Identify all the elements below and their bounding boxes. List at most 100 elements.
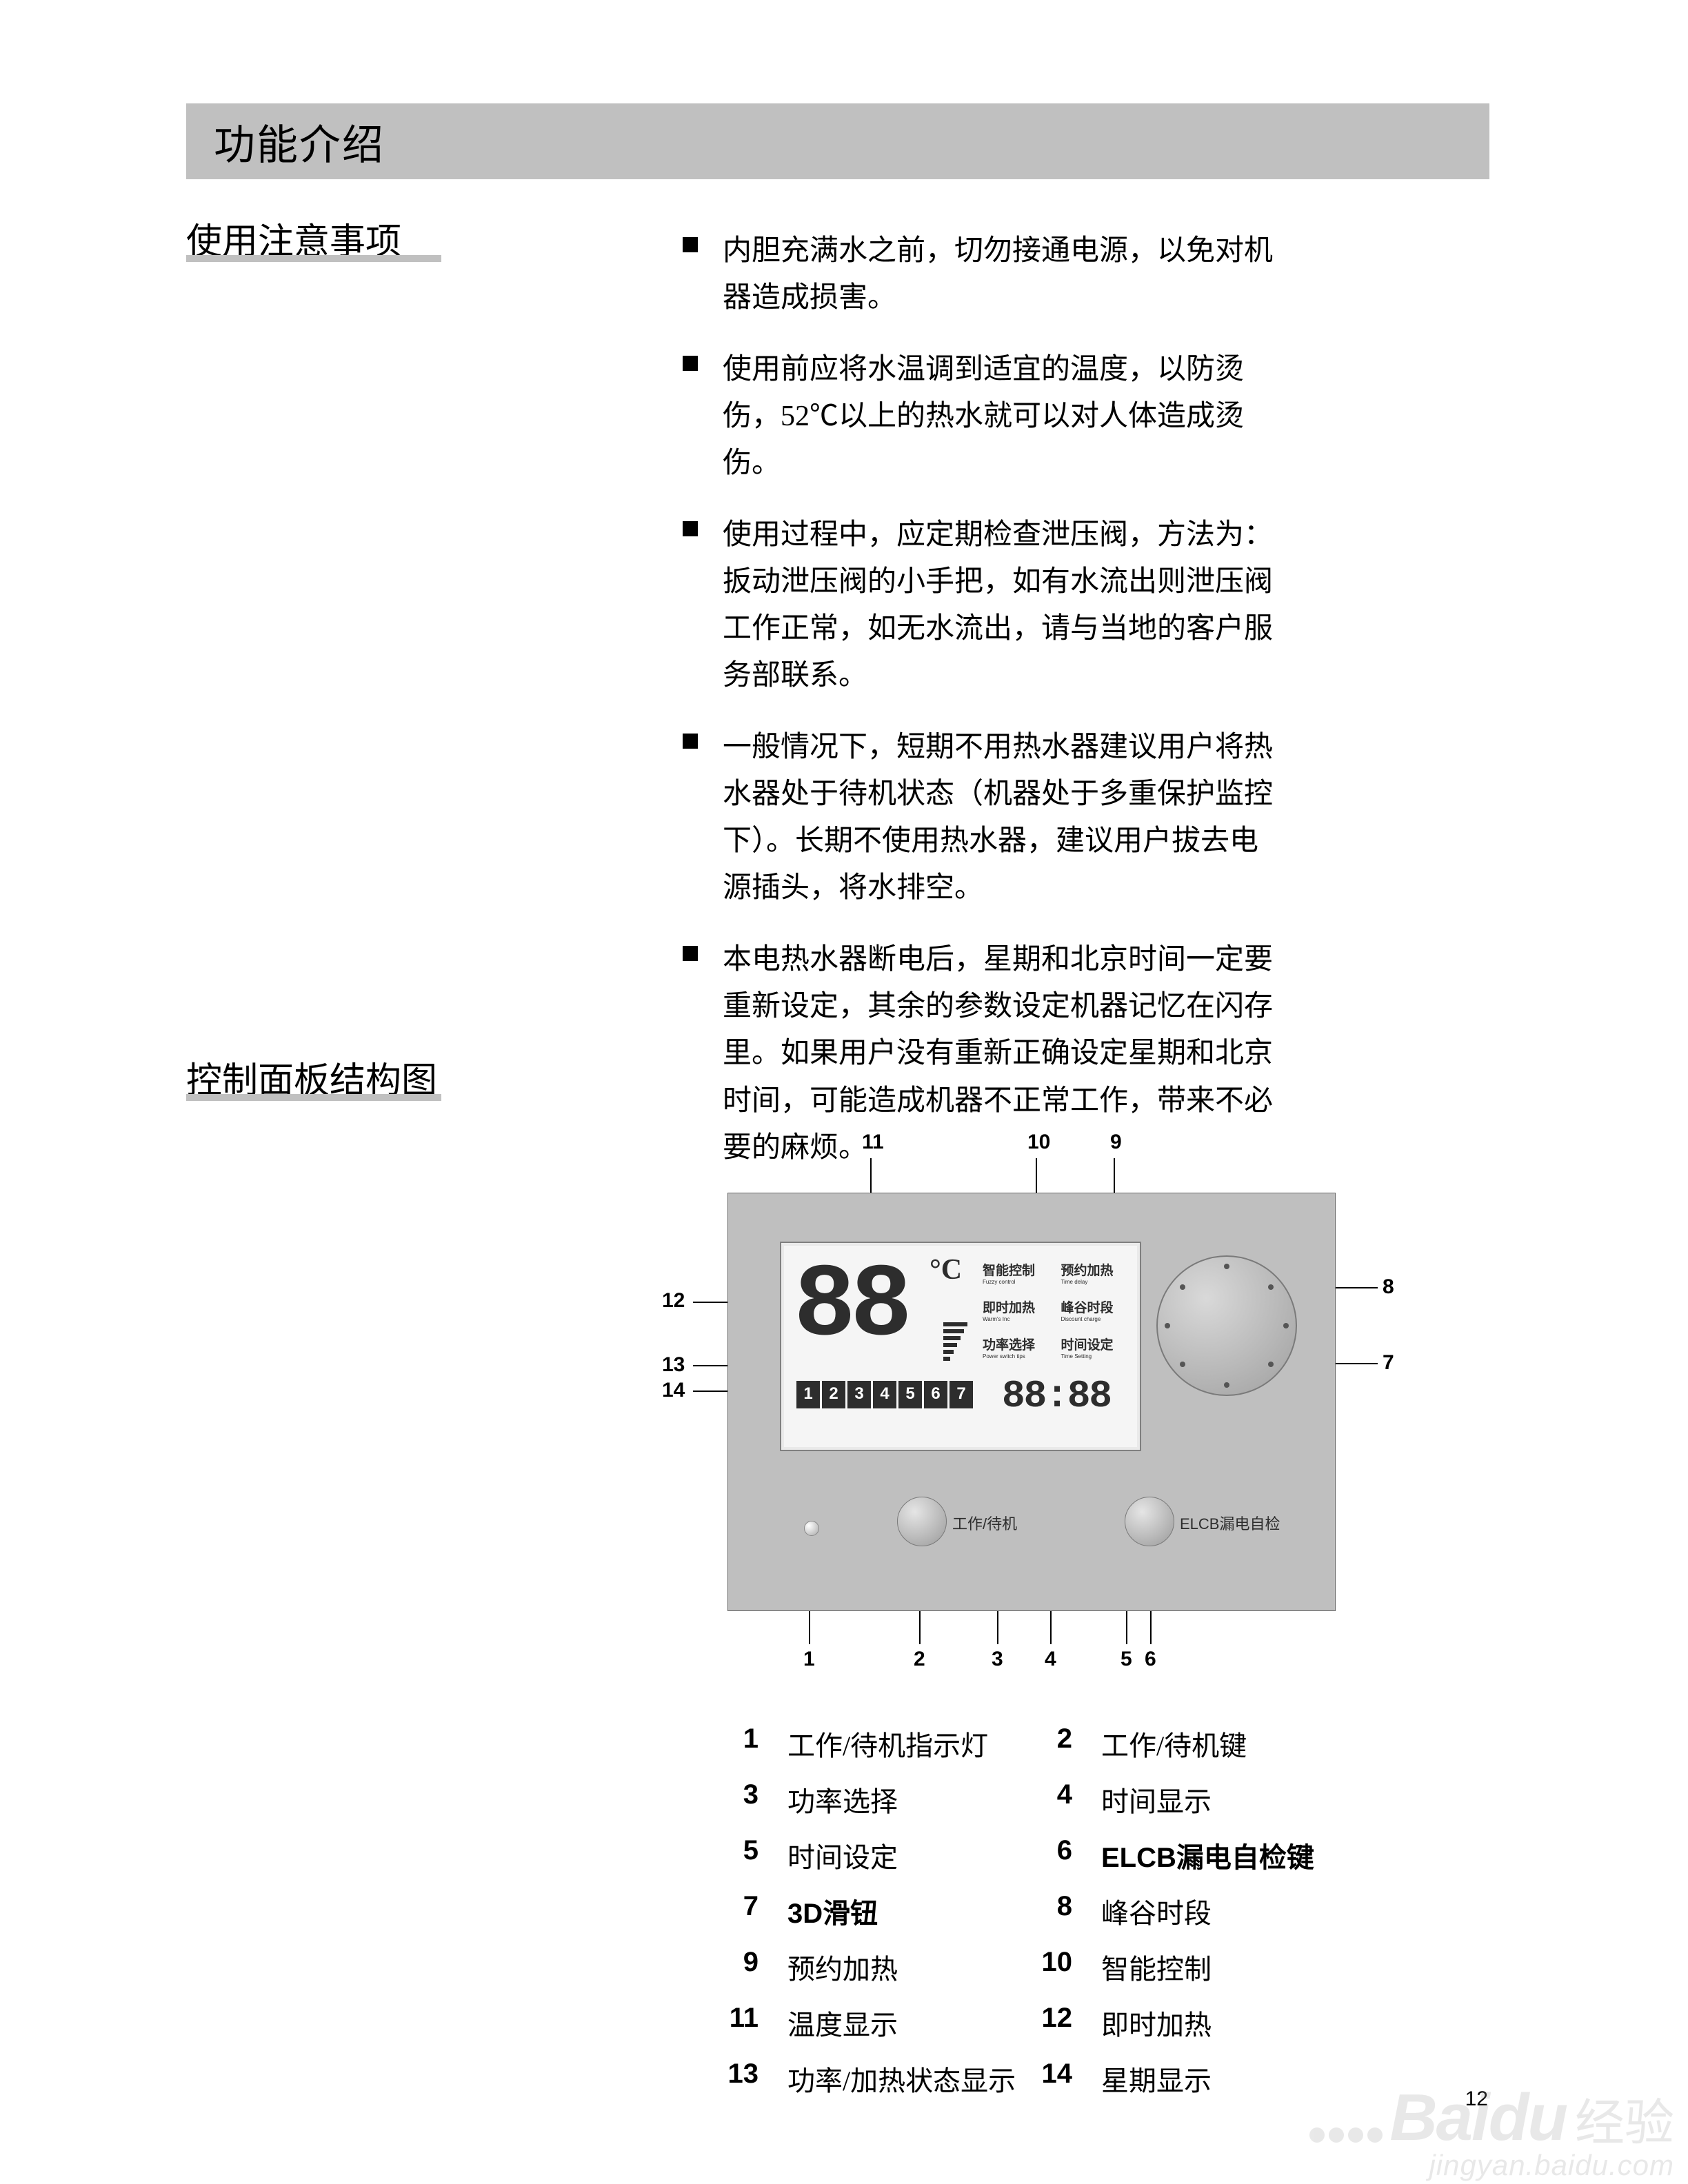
legend-num: 3 — [703, 1779, 758, 1819]
legend-label: 时间设定 — [787, 1835, 898, 1875]
time-display: 88:88 — [1002, 1374, 1111, 1418]
legend-label: 即时加热 — [1101, 2003, 1212, 2043]
legend-label: ELCB漏电自检键 — [1101, 1835, 1314, 1875]
legend-num: 1 — [703, 1723, 758, 1763]
legend-num: 12 — [1017, 2003, 1072, 2043]
watermark-brand: Bai — [1389, 2081, 1488, 2154]
bullet-icon — [683, 356, 698, 371]
legend-label: 时间显示 — [1101, 1779, 1212, 1819]
callout-number: 3 — [992, 1648, 1003, 1671]
callout-number: 1 — [803, 1648, 815, 1671]
legend-label: 功率/加热状态显示 — [787, 2059, 1016, 2099]
legend-num: 8 — [1017, 1891, 1072, 1931]
callout-number: 7 — [1383, 1351, 1394, 1375]
mode-label: 智能控制 — [983, 1260, 1053, 1279]
power-indicator-icon — [804, 1521, 819, 1536]
legend-label: 工作/待机指示灯 — [787, 1723, 988, 1763]
section-notes-underline — [186, 255, 441, 262]
bullet-icon — [683, 946, 698, 961]
note-text: 使用过程中，应定期检查泄压阀，方法为：扳动泄压阀的小手把，如有水流出则泄压阀工作… — [723, 512, 1283, 699]
legend-label: 功率选择 — [787, 1779, 898, 1819]
legend-row: 9 预约加热 10 智能控制 — [703, 1947, 1331, 1987]
legend-row: 3 功率选择 4 时间显示 — [703, 1779, 1331, 1819]
section-panel-underline — [186, 1094, 441, 1101]
callout-number: 2 — [914, 1648, 925, 1671]
mode-label: 预约加热 — [1061, 1260, 1132, 1279]
note-text: 本电热水器断电后，星期和北京时间一定要重新设定，其余的参数设定机器记忆在闪存里。… — [723, 936, 1283, 1171]
note-item: 内胆充满水之前，切勿接通电源，以免对机器造成损害。 — [683, 228, 1283, 321]
callout-number: 13 — [662, 1353, 685, 1377]
rotary-dial[interactable] — [1156, 1255, 1297, 1396]
legend-num: 9 — [703, 1947, 758, 1987]
weekday-cell: 5 — [898, 1381, 922, 1408]
mode-label-en: Power switch tips — [983, 1353, 1053, 1359]
legend-num: 4 — [1017, 1779, 1072, 1819]
weekday-cell: 3 — [847, 1381, 871, 1408]
legend-label: 星期显示 — [1101, 2059, 1212, 2099]
weekday-cell: 7 — [950, 1381, 973, 1408]
legend-row: 1 工作/待机指示灯 2 工作/待机键 — [703, 1723, 1331, 1763]
note-text: 一般情况下，短期不用热水器建议用户将热水器处于待机状态（机器处于多重保护监控下）… — [723, 724, 1283, 911]
paw-icon — [1309, 2127, 1383, 2143]
note-item: 一般情况下，短期不用热水器建议用户将热水器处于待机状态（机器处于多重保护监控下）… — [683, 724, 1283, 911]
lcd-screen: 88 °C 1 2 3 4 5 6 7 智能控制Fuzzy control 预约… — [780, 1242, 1141, 1451]
note-item: 使用前应将水温调到适宜的温度，以防烫伤，52℃以上的热水就可以对人体造成烫伤。 — [683, 346, 1283, 487]
page-header: 功能介绍 — [186, 103, 1489, 179]
watermark-brand2: du — [1489, 2081, 1567, 2154]
legend-table: 1 工作/待机指示灯 2 工作/待机键 3 功率选择 4 时间显示 5 时间设定 6 ELC… — [703, 1723, 1331, 2114]
legend-num: 6 — [1017, 1835, 1072, 1875]
mode-label-en: Time Setting — [1061, 1353, 1132, 1359]
mode-label: 即时加热 — [983, 1297, 1053, 1316]
work-standby-button[interactable] — [897, 1497, 947, 1546]
legend-row: 11 温度显示 12 即时加热 — [703, 2003, 1331, 2043]
legend-label: 温度显示 — [787, 2003, 898, 2043]
legend-label: 工作/待机键 — [1101, 1723, 1247, 1763]
temperature-unit: °C — [930, 1253, 962, 1286]
notes-list: 内胆充满水之前，切勿接通电源，以免对机器造成损害。 使用前应将水温调到适宜的温度… — [683, 228, 1283, 1196]
mode-label-en: Discount charge — [1061, 1316, 1132, 1322]
callout-number: 8 — [1383, 1275, 1394, 1299]
mode-label: 时间设定 — [1061, 1335, 1132, 1353]
note-text: 使用前应将水温调到适宜的温度，以防烫伤，52℃以上的热水就可以对人体造成烫伤。 — [723, 346, 1283, 487]
legend-label: 智能控制 — [1101, 1947, 1212, 1987]
watermark: Baidu经验 jingyan.baidu.com — [1309, 2085, 1674, 2180]
mode-label-en: Warm's Inc — [983, 1316, 1053, 1322]
legend-label: 预约加热 — [787, 1947, 898, 1987]
legend-num: 5 — [703, 1835, 758, 1875]
legend-num: 13 — [703, 2059, 758, 2099]
callout-number: 4 — [1045, 1648, 1056, 1671]
mode-label: 峰谷时段 — [1061, 1297, 1132, 1316]
callout-number: 14 — [662, 1379, 685, 1402]
legend-num: 14 — [1017, 2059, 1072, 2099]
legend-num: 11 — [703, 2003, 758, 2043]
bullet-icon — [683, 521, 698, 536]
callout-number: 12 — [662, 1289, 685, 1313]
bullet-icon — [683, 734, 698, 749]
legend-row: 73D滑钮 8峰谷时段 — [703, 1891, 1331, 1931]
weekday-cell: 1 — [796, 1381, 820, 1408]
power-bars-icon — [943, 1322, 967, 1361]
watermark-url: jingyan.baidu.com — [1309, 2151, 1674, 2180]
note-item: 使用过程中，应定期检查泄压阀，方法为：扳动泄压阀的小手把，如有水流出则泄压阀工作… — [683, 512, 1283, 699]
weekday-cell: 4 — [873, 1381, 896, 1408]
weekday-cell: 2 — [822, 1381, 845, 1408]
callout-number: 6 — [1145, 1648, 1156, 1671]
legend-row: 5 时间设定 6 ELCB漏电自检键 — [703, 1835, 1331, 1875]
legend-num: 10 — [1017, 1947, 1072, 1987]
elcb-label: ELCB漏电自检 — [1180, 1512, 1280, 1534]
weekday-display: 1 2 3 4 5 6 7 — [796, 1381, 973, 1408]
elcb-test-button[interactable] — [1125, 1497, 1174, 1546]
legend-row: 13 功率/加热状态显示 14 星期显示 — [703, 2059, 1331, 2099]
callout-number: 9 — [1110, 1131, 1122, 1154]
mode-labels: 智能控制Fuzzy control 预约加热Time delay 即时加热War… — [983, 1260, 1131, 1359]
legend-num: 2 — [1017, 1723, 1072, 1763]
control-panel-figure: 88 °C 1 2 3 4 5 6 7 智能控制Fuzzy control 预约… — [727, 1193, 1336, 1611]
note-item: 本电热水器断电后，星期和北京时间一定要重新设定，其余的参数设定机器记忆在闪存里。… — [683, 936, 1283, 1171]
legend-label: 3D滑钮 — [787, 1891, 878, 1931]
mode-label-en: Fuzzy control — [983, 1279, 1053, 1285]
legend-label: 峰谷时段 — [1101, 1891, 1212, 1931]
callout-number: 10 — [1027, 1131, 1050, 1154]
mode-label-en: Time delay — [1061, 1279, 1132, 1285]
work-standby-label: 工作/待机 — [952, 1512, 1017, 1534]
note-text: 内胆充满水之前，切勿接通电源，以免对机器造成损害。 — [723, 228, 1283, 321]
